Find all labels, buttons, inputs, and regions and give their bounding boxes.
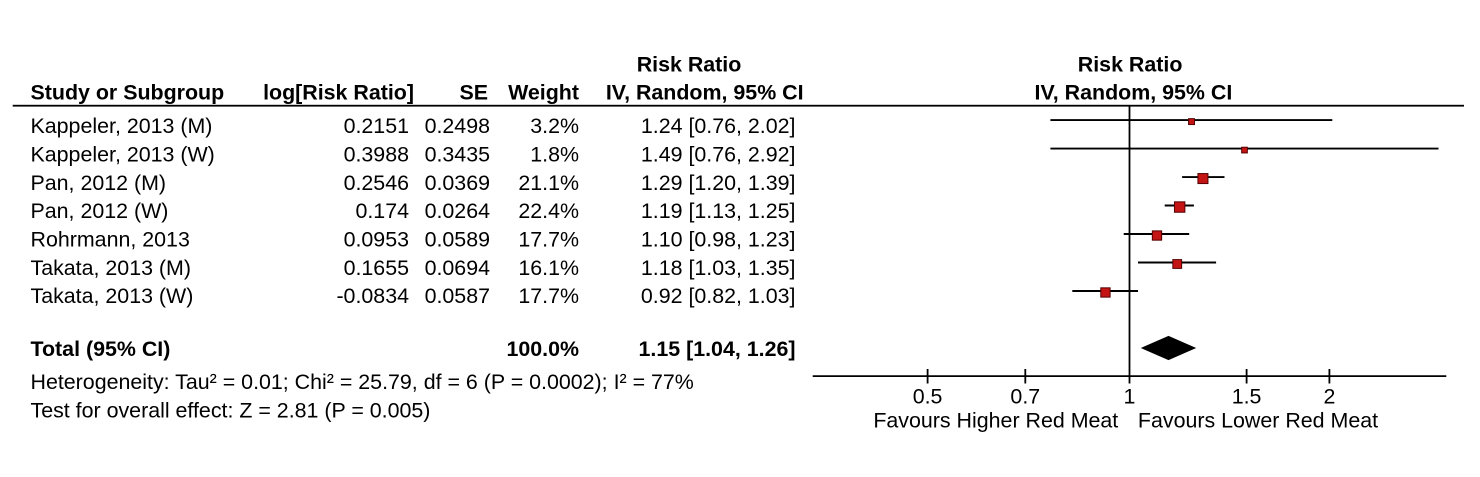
- svg-text:17.7%: 17.7%: [518, 228, 579, 252]
- svg-text:16.1%: 16.1%: [518, 256, 579, 280]
- svg-text:0.92 [0.82, 1.03]: 0.92 [0.82, 1.03]: [641, 284, 796, 308]
- svg-text:0.0587: 0.0587: [425, 284, 490, 308]
- svg-text:Favours Higher Red Meat: Favours Higher Red Meat: [873, 409, 1118, 433]
- svg-text:-0.0834: -0.0834: [336, 284, 409, 308]
- svg-text:0.0264: 0.0264: [425, 199, 491, 223]
- svg-text:1.10 [0.98, 1.23]: 1.10 [0.98, 1.23]: [641, 228, 796, 252]
- svg-text:Study or Subgroup: Study or Subgroup: [31, 81, 225, 105]
- svg-text:Pan, 2012 (M): Pan, 2012 (M): [31, 171, 167, 195]
- svg-text:Takata, 2013 (M): Takata, 2013 (M): [31, 256, 192, 280]
- svg-text:Total (95% CI): Total (95% CI): [31, 337, 171, 361]
- svg-text:1.29 [1.20, 1.39]: 1.29 [1.20, 1.39]: [641, 171, 796, 195]
- svg-text:1.19 [1.13, 1.25]: 1.19 [1.13, 1.25]: [641, 199, 796, 223]
- svg-text:17.7%: 17.7%: [518, 284, 579, 308]
- svg-text:0.0369: 0.0369: [425, 171, 490, 195]
- svg-text:Risk Ratio: Risk Ratio: [637, 52, 742, 76]
- svg-text:1: 1: [1124, 385, 1136, 409]
- svg-text:IV, Random, 95% CI: IV, Random, 95% CI: [606, 81, 804, 105]
- svg-text:0.174: 0.174: [355, 199, 409, 223]
- svg-text:1.5: 1.5: [1232, 385, 1262, 409]
- svg-text:22.4%: 22.4%: [518, 199, 579, 223]
- svg-text:0.2546: 0.2546: [344, 171, 409, 195]
- svg-text:Pan, 2012 (W): Pan, 2012 (W): [31, 199, 169, 223]
- svg-text:Weight: Weight: [508, 81, 579, 105]
- svg-text:Heterogeneity: Tau² = 0.01; Ch: Heterogeneity: Tau² = 0.01; Chi² = 25.79…: [31, 370, 694, 394]
- svg-text:Kappeler, 2013 (M): Kappeler, 2013 (M): [31, 114, 213, 138]
- svg-text:1.24 [0.76, 2.02]: 1.24 [0.76, 2.02]: [641, 114, 796, 138]
- svg-text:0.2151: 0.2151: [344, 114, 409, 138]
- svg-text:1.15 [1.04, 1.26]: 1.15 [1.04, 1.26]: [639, 337, 796, 361]
- svg-text:0.2498: 0.2498: [425, 114, 490, 138]
- svg-text:Rohrmann, 2013: Rohrmann, 2013: [31, 228, 190, 252]
- svg-text:0.0589: 0.0589: [425, 228, 490, 252]
- svg-text:1.18 [1.03, 1.35]: 1.18 [1.03, 1.35]: [641, 256, 796, 280]
- svg-text:0.5: 0.5: [913, 385, 943, 409]
- svg-text:0.0953: 0.0953: [344, 228, 409, 252]
- svg-text:0.7: 0.7: [1010, 385, 1040, 409]
- svg-text:1.49 [0.76, 2.92]: 1.49 [0.76, 2.92]: [641, 142, 796, 166]
- svg-text:Takata, 2013 (W): Takata, 2013 (W): [31, 284, 194, 308]
- svg-text:log[Risk Ratio]: log[Risk Ratio]: [263, 81, 414, 105]
- svg-text:Risk Ratio: Risk Ratio: [1078, 52, 1183, 76]
- svg-text:1.8%: 1.8%: [530, 142, 579, 166]
- svg-text:Kappeler, 2013 (W): Kappeler, 2013 (W): [31, 142, 215, 166]
- svg-text:0.0694: 0.0694: [425, 256, 491, 280]
- svg-text:0.3435: 0.3435: [425, 142, 490, 166]
- svg-text:Test for overall effect: Z = 2: Test for overall effect: Z = 2.81 (P = 0…: [31, 398, 431, 422]
- svg-text:SE: SE: [459, 81, 488, 105]
- svg-text:IV, Random, 95% CI: IV, Random, 95% CI: [1035, 81, 1233, 105]
- svg-text:Favours Lower Red Meat: Favours Lower Red Meat: [1138, 409, 1378, 433]
- svg-text:100.0%: 100.0%: [506, 337, 579, 361]
- svg-text:21.1%: 21.1%: [518, 171, 579, 195]
- svg-text:0.3988: 0.3988: [344, 142, 409, 166]
- svg-text:3.2%: 3.2%: [530, 114, 579, 138]
- svg-text:2: 2: [1323, 385, 1335, 409]
- svg-text:0.1655: 0.1655: [344, 256, 409, 280]
